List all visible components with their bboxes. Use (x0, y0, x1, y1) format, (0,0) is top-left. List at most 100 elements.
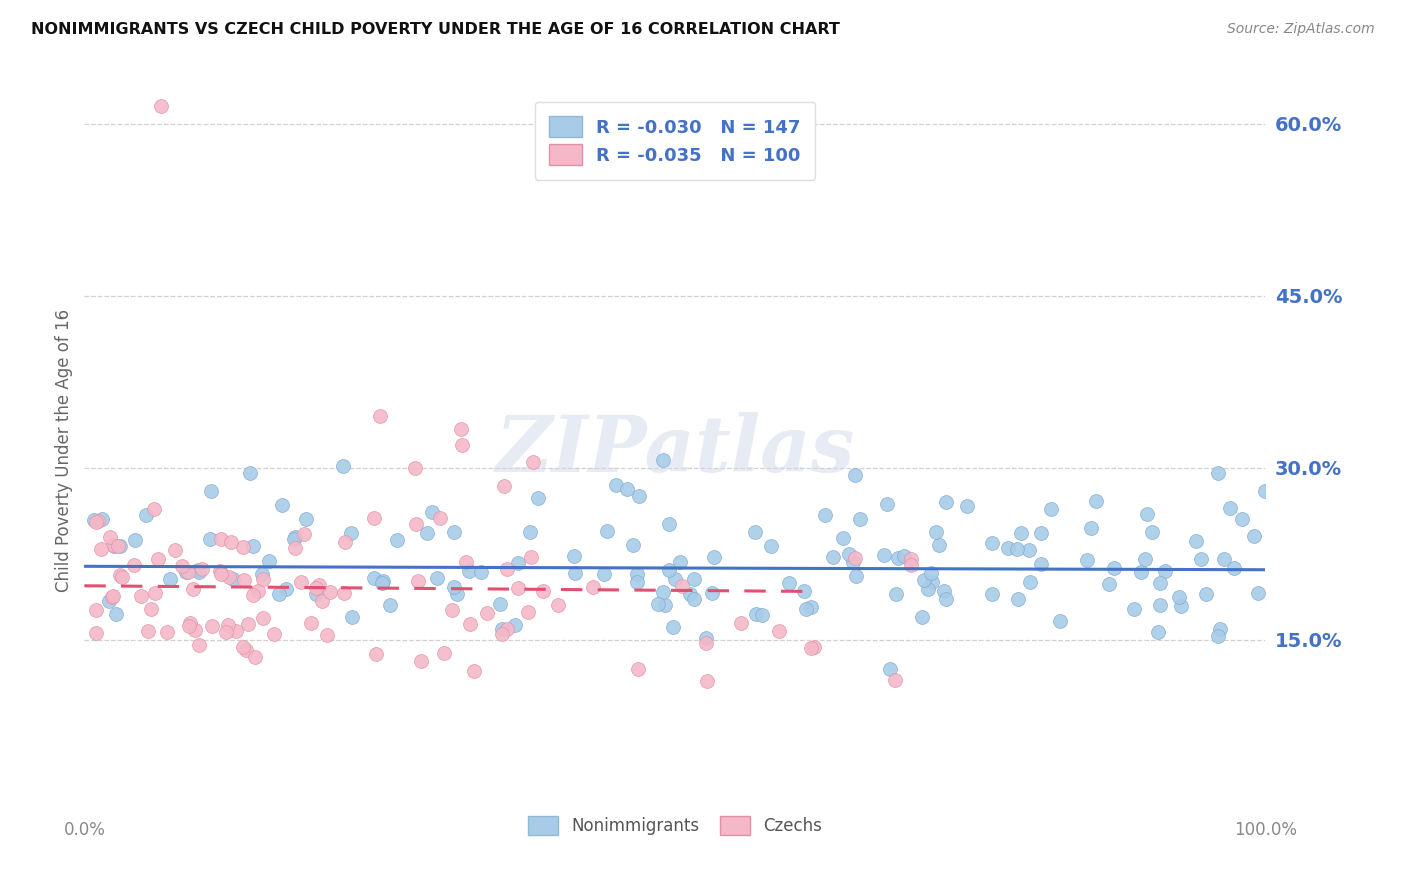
Point (520, 549, 543, 564)
Point (404, 460, 426, 475)
Point (1189, 551, 1212, 566)
Point (101, 589, 124, 603)
Point (159, 572, 181, 586)
Point (305, 582, 328, 596)
Point (658, 563, 681, 577)
Point (703, 550, 725, 565)
Point (768, 624, 790, 638)
Point (671, 579, 693, 593)
Point (136, 624, 159, 638)
Point (682, 591, 704, 606)
Point (218, 569, 240, 583)
Point (150, 99, 173, 113)
Point (292, 526, 315, 541)
Point (221, 535, 243, 549)
Point (997, 541, 1019, 555)
Text: ZIPatlas: ZIPatlas (495, 412, 855, 489)
Point (887, 550, 910, 565)
Point (470, 565, 492, 579)
Point (1254, 483, 1277, 498)
Point (232, 540, 254, 554)
Point (761, 540, 783, 554)
Point (900, 551, 922, 566)
Point (368, 409, 391, 423)
Point (800, 600, 823, 615)
Text: NONIMMIGRANTS VS CZECH CHILD POVERTY UNDER THE AGE OF 16 CORRELATION CHART: NONIMMIGRANTS VS CZECH CHILD POVERTY UND… (31, 22, 839, 37)
Point (1122, 602, 1144, 616)
Point (794, 601, 817, 615)
Point (200, 483, 222, 498)
Point (97, 594, 120, 608)
Point (876, 497, 898, 511)
Point (364, 648, 387, 662)
Point (101, 538, 124, 552)
Point (492, 479, 515, 493)
Point (1230, 512, 1253, 526)
Point (222, 572, 245, 586)
Point (101, 590, 124, 604)
Point (844, 550, 866, 565)
Point (103, 539, 125, 553)
Point (271, 498, 294, 512)
Point (886, 587, 908, 601)
Point (177, 618, 200, 632)
Point (1076, 552, 1098, 566)
Point (1167, 590, 1189, 604)
Point (283, 532, 305, 546)
Point (506, 581, 529, 595)
Point (443, 580, 465, 594)
Point (1018, 575, 1040, 590)
Point (516, 605, 538, 619)
Point (371, 576, 394, 591)
Point (1049, 614, 1071, 628)
Point (495, 622, 517, 636)
Point (156, 624, 179, 639)
Point (454, 556, 477, 570)
Point (86, 514, 108, 528)
Point (621, 538, 644, 552)
Point (1133, 552, 1156, 566)
Point (700, 585, 723, 599)
Point (744, 607, 766, 621)
Point (191, 561, 214, 575)
Point (188, 566, 211, 580)
Point (446, 587, 468, 601)
Point (616, 482, 638, 496)
Point (84, 603, 107, 617)
Point (98, 530, 121, 544)
Point (696, 673, 718, 688)
Point (250, 566, 273, 581)
Point (333, 586, 356, 600)
Y-axis label: Child Poverty Under the Age of 16: Child Poverty Under the Age of 16 (55, 309, 73, 592)
Point (1080, 521, 1102, 535)
Point (108, 539, 131, 553)
Point (1130, 565, 1153, 579)
Point (793, 584, 815, 599)
Point (547, 598, 569, 612)
Point (1149, 598, 1171, 612)
Point (1005, 541, 1028, 556)
Point (174, 565, 197, 579)
Point (111, 570, 134, 584)
Point (332, 459, 354, 474)
Point (626, 574, 648, 589)
Point (1154, 564, 1177, 578)
Point (1018, 543, 1040, 558)
Point (1223, 561, 1246, 575)
Point (187, 639, 209, 653)
Point (257, 554, 280, 568)
Point (651, 585, 673, 599)
Point (884, 673, 907, 687)
Point (84, 516, 107, 530)
Point (668, 555, 690, 569)
Point (928, 538, 950, 552)
Point (1206, 629, 1229, 643)
Point (284, 530, 307, 544)
Point (420, 505, 443, 519)
Legend: Nonimmigrants, Czechs: Nonimmigrants, Czechs (520, 807, 830, 843)
Point (592, 566, 614, 581)
Point (981, 587, 1004, 601)
Point (654, 598, 676, 612)
Point (800, 641, 823, 656)
Point (921, 574, 943, 589)
